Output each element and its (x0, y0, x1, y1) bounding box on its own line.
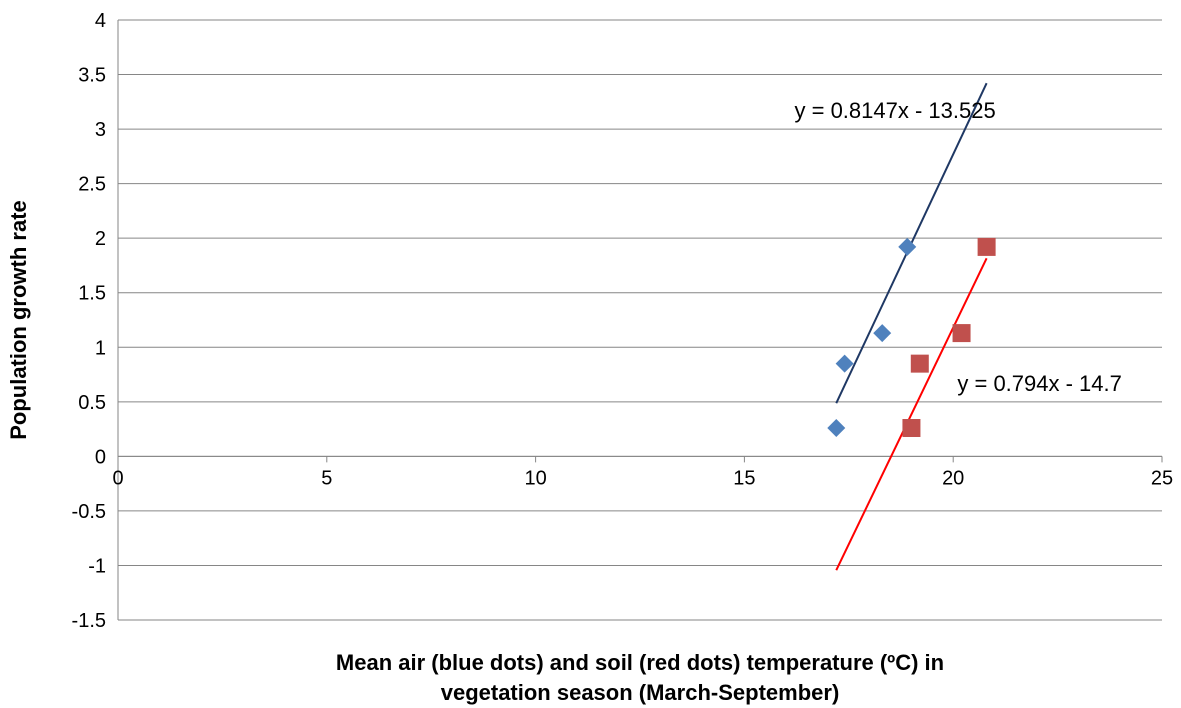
y-tick-label: 2.5 (78, 174, 106, 196)
x-tick-label: 15 (733, 467, 755, 489)
x-tick-labels: 0 5 10 15 20 25 (112, 467, 1173, 489)
data-points (827, 237, 996, 437)
x-tick-label: 25 (1151, 467, 1173, 489)
data-point-diamond (827, 419, 846, 437)
y-tick-label: 0.5 (78, 392, 106, 414)
gridlines (118, 19, 1162, 621)
x-axis-title-line-1: Mean air (blue dots) and soil (red dots)… (336, 650, 944, 675)
y-tick-label: 1 (95, 337, 106, 359)
trendline-equation-label: y = 0.794x - 14.7 (957, 371, 1122, 396)
y-tick-label: 0 (95, 446, 106, 468)
trendline-series-1 (835, 257, 988, 571)
y-tick-label: 1.5 (78, 283, 106, 305)
x-tick-label: 20 (942, 467, 964, 489)
y-tick-label: 3.5 (78, 65, 106, 87)
y-tick-label: -1.5 (72, 610, 106, 632)
y-tick-label: 4 (95, 10, 106, 32)
data-point-diamond (898, 237, 917, 256)
trendline-equation-label: y = 0.8147x - 13.525 (795, 98, 996, 123)
data-point-square (902, 419, 921, 437)
y-tick-label: 2 (95, 228, 106, 250)
x-tick-label: 5 (321, 467, 332, 489)
data-point-diamond (873, 324, 892, 343)
x-tick-label: 0 (112, 467, 123, 489)
y-axis-title: Population growth rate (6, 200, 31, 440)
data-point-diamond (835, 354, 854, 373)
y-tick-label: -0.5 (72, 501, 106, 523)
data-point-square (977, 237, 996, 256)
data-point-square (910, 354, 929, 373)
y-tick-labels: -1.5 -1 -0.5 0 0.5 1 1.5 2 2.5 3 3.5 4 (72, 10, 106, 632)
trendline-equations: y = 0.8147x - 13.525 y = 0.794x - 14.7 (795, 98, 1122, 396)
y-tick-label: -1 (88, 555, 106, 577)
axes (117, 20, 1163, 620)
x-tick-label: 10 (524, 467, 546, 489)
x-axis-title-line-2: vegetation season (March-September) (441, 680, 840, 705)
data-point-square (952, 324, 971, 343)
y-tick-label: 3 (95, 119, 106, 141)
